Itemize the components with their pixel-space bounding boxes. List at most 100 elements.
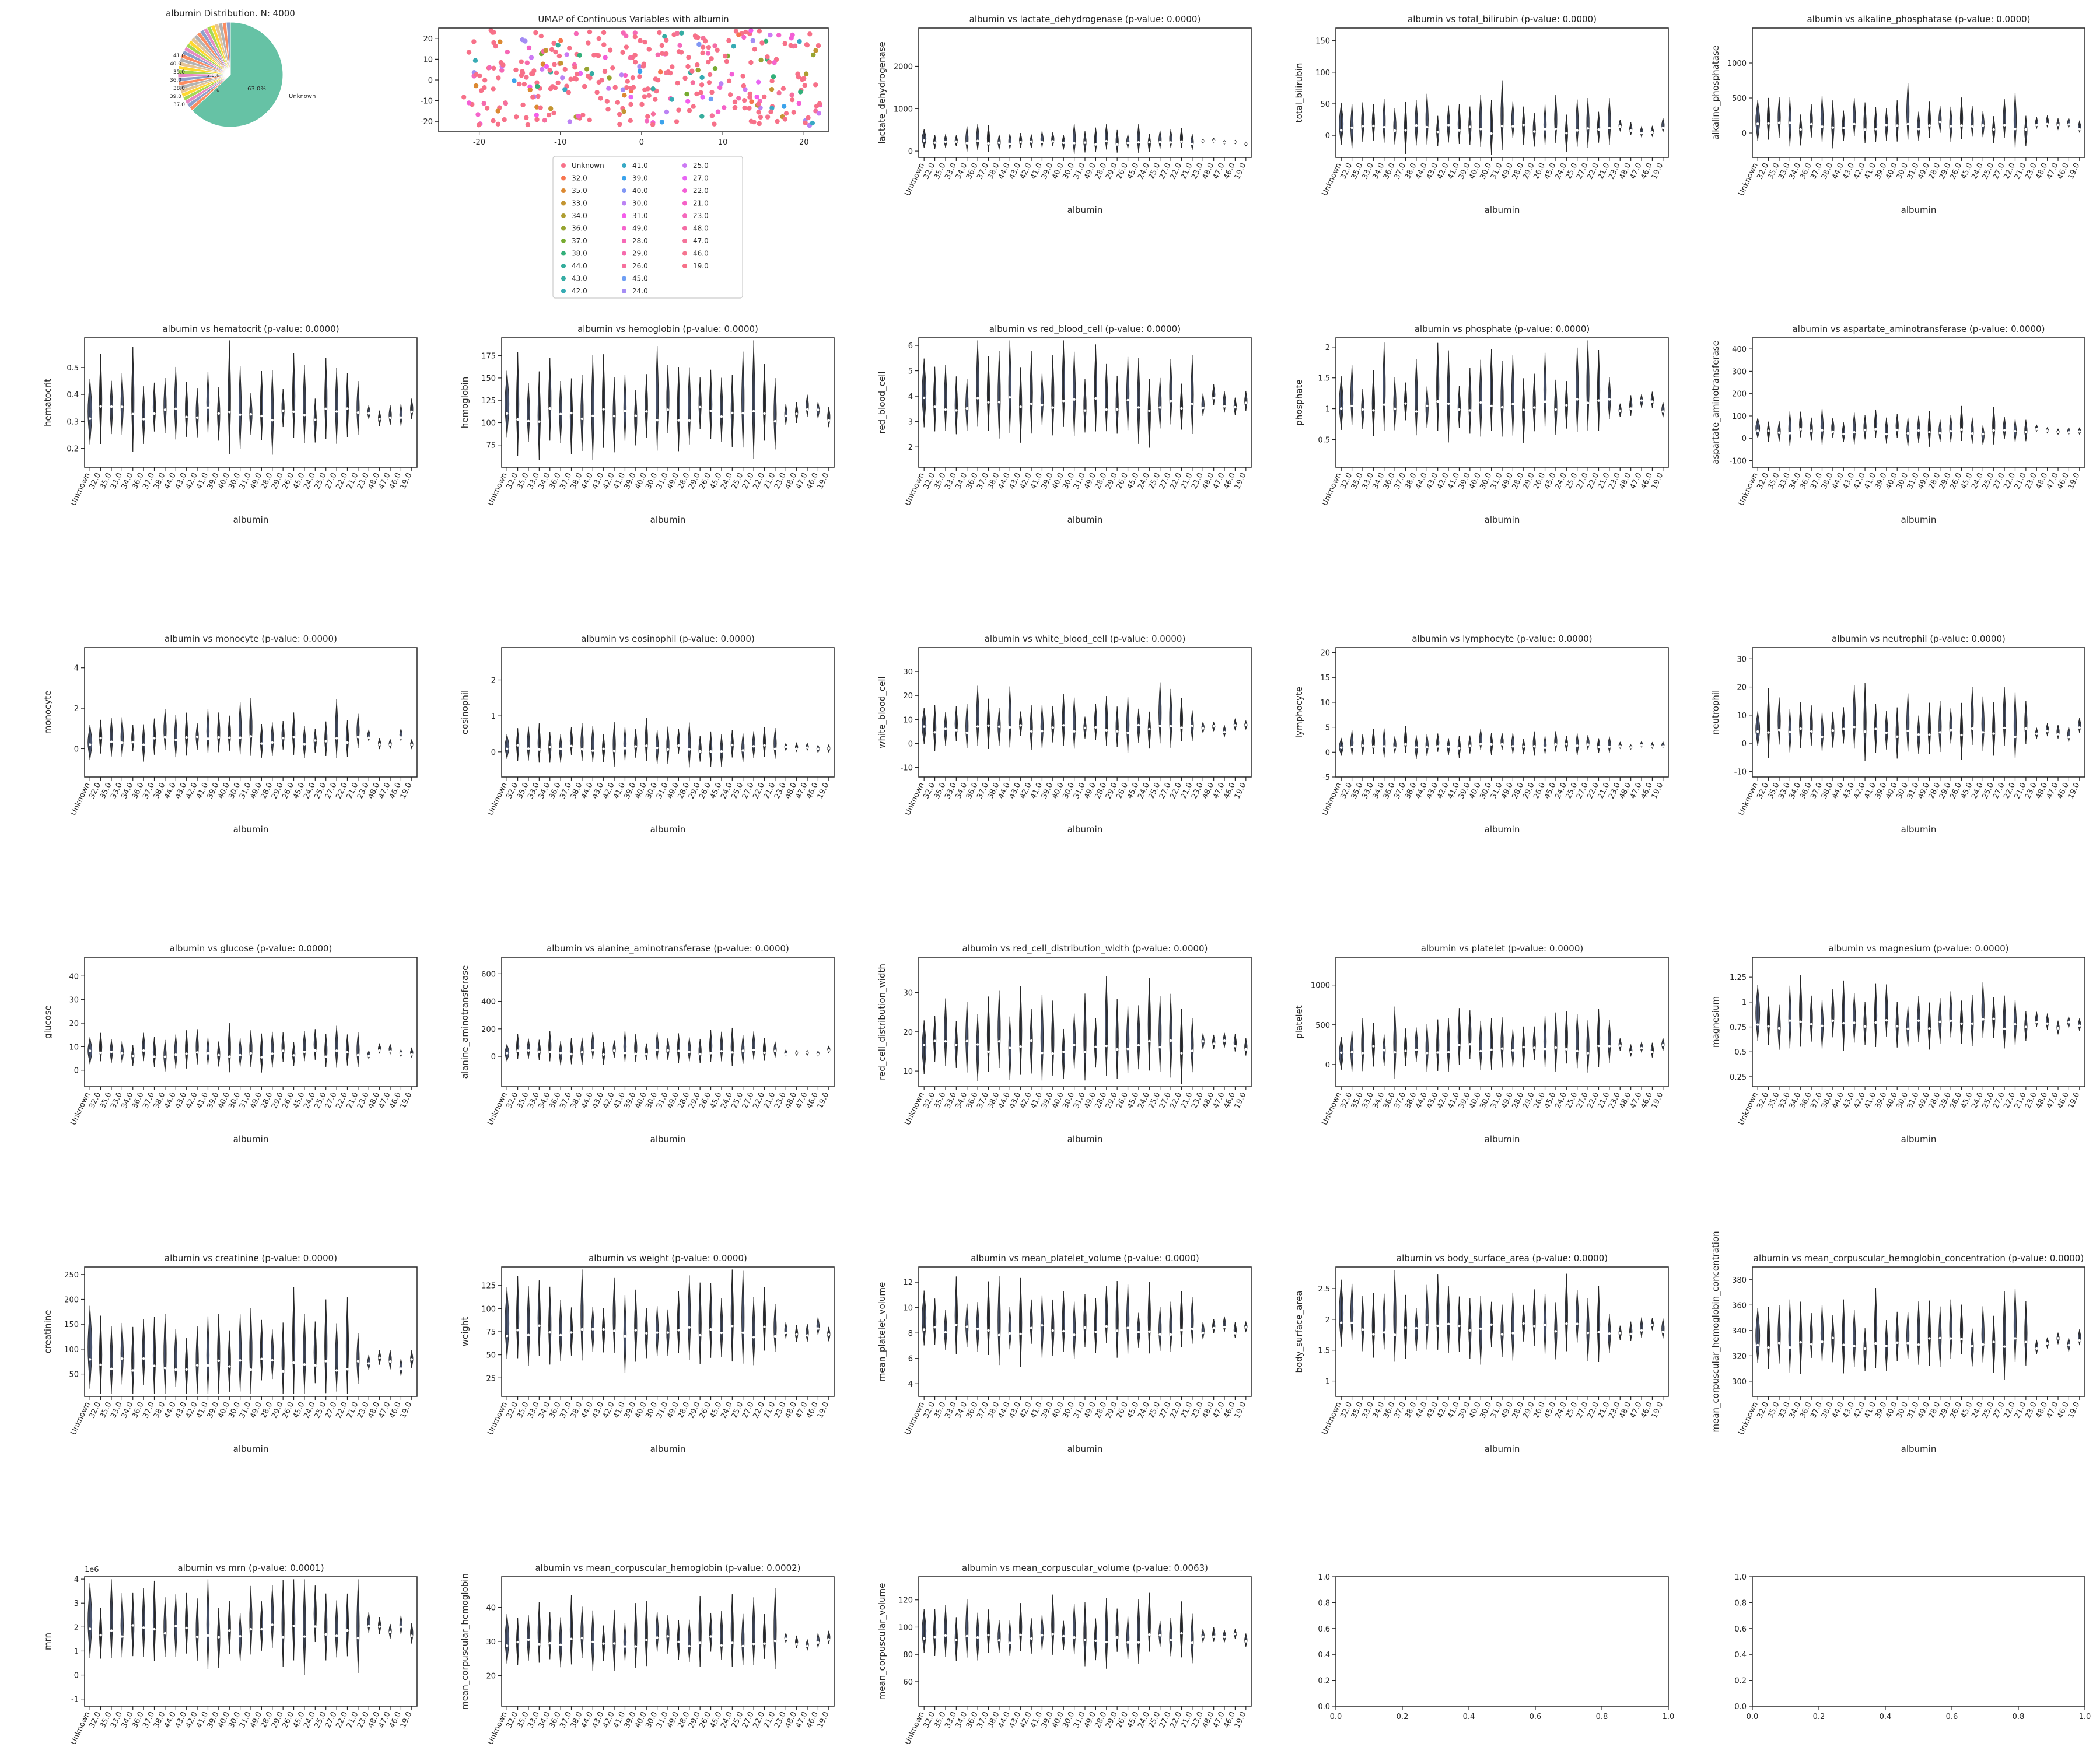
y-axis-label: weight [460,1317,470,1347]
x-axis-label: albumin [650,824,686,835]
violin-median [1853,726,1856,729]
umap-point [502,117,507,123]
y-axis-label: mean_corpuscular_hemoglobin_concentratio… [1710,1231,1721,1432]
violin-median [1619,409,1622,412]
violin-median [612,750,616,752]
umap-point [487,65,492,71]
violin-median [1544,746,1546,750]
umap-point [758,114,764,120]
violin-median [1810,1023,1813,1026]
umap-point [484,106,490,111]
violin-median [1105,1325,1108,1328]
y-tick-label: 25 [486,1374,496,1383]
violin-median [1244,723,1248,727]
violin-median [1619,1044,1622,1047]
umap-point [526,45,532,51]
umap-point [788,43,793,48]
violin-median [527,419,530,423]
violin-median [410,743,414,746]
violin-median [324,1360,327,1363]
violin-median [922,396,926,400]
violin-median [206,406,209,409]
umap-point [775,118,780,124]
legend-marker [682,188,687,193]
umap-point [657,30,662,36]
umap-point [562,87,568,92]
violin-median [185,415,188,418]
umap-point [699,75,705,80]
x-tick-label: -20 [473,138,485,147]
y-tick-label: 20 [1737,684,1746,692]
x-tick-label: Unknown [904,471,926,507]
y-axis-label: mean_platelet_volume [877,1282,888,1381]
violin-median [1137,1641,1140,1644]
violin-median [195,1364,199,1367]
violin-median [1799,128,1802,131]
violin-median [1191,142,1194,146]
umap-point [632,52,638,58]
violin-median [356,411,360,414]
axes-frame [501,957,835,1087]
violin-median [987,142,990,145]
y-tick-label: 125 [481,1282,496,1291]
violin-median [1041,141,1044,144]
x-tick-label: Unknown [69,1710,92,1746]
violin-median [602,1053,605,1056]
x-tick-label: Unknown [904,162,926,197]
violin-median [2046,1342,2049,1345]
umap-point [803,120,808,125]
x-tick-label: 0 [639,138,644,147]
umap-point [776,33,782,38]
violin-median [944,1331,947,1334]
violin-median [1234,1332,1237,1335]
violin-median [505,1644,509,1647]
violin-median [1544,1324,1546,1326]
violin-median [1350,1051,1353,1054]
umap-point [601,42,607,47]
umap-point [556,53,562,59]
violin-median [731,1051,734,1054]
x-axis-label: albumin [233,1134,269,1144]
umap-point [493,43,498,49]
violin-median [1810,123,1813,126]
legend-marker [561,214,566,218]
y-tick-label: 1.0 [1734,1573,1746,1582]
x-axis-label: albumin [1485,514,1520,525]
violin-median [1896,428,1899,432]
violin-median [249,412,253,416]
violin-median [1115,1048,1119,1051]
y-tick-label: 1 [1325,1378,1330,1387]
axes-frame [1335,337,1669,468]
violin-median [720,415,723,418]
violin-median [976,397,979,400]
violin-median [1651,131,1654,134]
y-tick-label: 2 [491,677,496,685]
violin-median [570,744,573,748]
violin-median [2003,1027,2006,1031]
violin-median [88,1049,92,1052]
violin-median [1799,428,1802,430]
violin-median [1960,1022,1963,1026]
violin-median [1949,125,1952,128]
violin-median [1661,410,1665,413]
violin-median [249,1628,253,1631]
subplot-6: Unknown32.035.033.034.036.037.038.044.04… [43,324,418,525]
violin-median [1532,1325,1536,1328]
legend-label: 47.0 [693,237,709,245]
axes-frame [1752,337,2085,468]
violin-median [1756,730,1759,733]
violin-median [527,1638,530,1642]
violin-median [1490,1048,1493,1052]
violin-median [1821,1340,1824,1343]
violin-median [1062,141,1065,145]
violin-median [612,1642,616,1645]
subplot-25: Unknown32.035.033.034.036.037.038.044.04… [1710,1231,2085,1454]
violin-median [1009,396,1012,399]
umap-point [706,80,712,85]
violin-median [142,743,145,746]
umap-point [706,44,712,50]
y-tick-label: 0 [1742,740,1746,748]
y-tick-label: 4 [74,1576,79,1584]
violin-median [827,1333,831,1336]
violin-median [1619,1332,1622,1335]
